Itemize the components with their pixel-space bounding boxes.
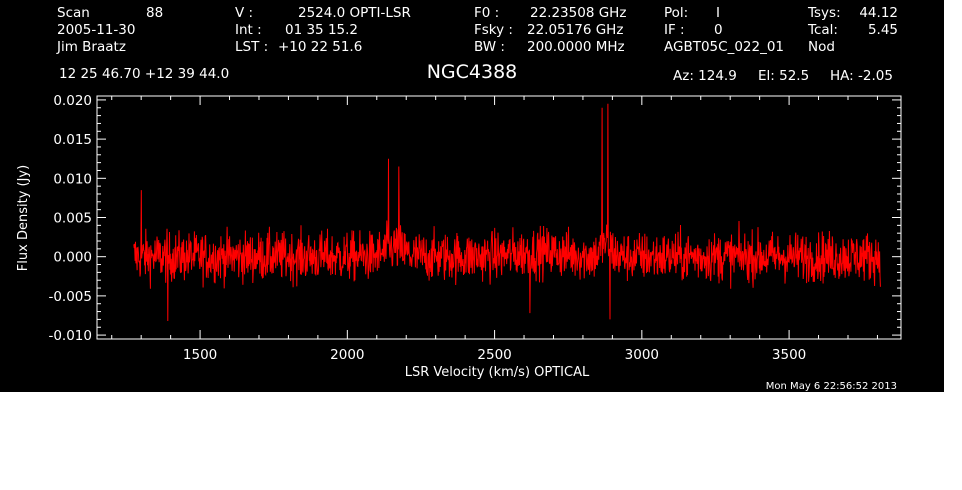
f0-value: 22.23508 GHz <box>530 5 626 21</box>
x-axis: 1500 2000 2500 3000 3500 <box>111 96 878 363</box>
y-tick-label: 0.020 <box>53 93 92 109</box>
y-tick-label: -0.005 <box>48 289 92 305</box>
observer-name: Jim Braatz <box>56 39 126 55</box>
fsky-value: 22.05176 GHz <box>527 22 623 38</box>
tsys-value: 44.12 <box>859 5 898 21</box>
tsys-label: Tsys: <box>807 5 841 21</box>
sky-coordinates: 12 25 46.70 +12 39 44.0 <box>59 66 229 82</box>
x-axis-title: LSR Velocity (km/s) OPTICAL <box>405 365 590 380</box>
x-tick-label: 3500 <box>772 347 806 363</box>
observing-mode: Nod <box>808 39 835 55</box>
scan-label: Scan <box>57 5 90 21</box>
timestamp: Mon May 6 22:56:52 2013 <box>766 381 897 392</box>
bandwidth-value: 200.0000 MHz <box>527 39 625 55</box>
y-tick-label: 0.005 <box>53 211 92 227</box>
fsky-label: Fsky : <box>474 22 513 38</box>
y-tick-label: 0.015 <box>53 132 92 148</box>
lst-label: LST : <box>235 39 268 55</box>
elevation: El: 52.5 <box>758 68 809 84</box>
x-tick-label: 1500 <box>183 347 217 363</box>
y-tick-label: -0.010 <box>48 328 92 344</box>
integration-label: Int : <box>235 22 262 38</box>
bandwidth-label: BW : <box>474 39 505 55</box>
tcal-value: 5.45 <box>868 22 898 38</box>
hour-angle: HA: -2.05 <box>830 68 893 84</box>
y-axis: -0.010 -0.005 0.000 0.005 0.010 0.015 0.020 <box>48 93 901 344</box>
y-tick-label: 0.010 <box>53 171 92 187</box>
y-axis-title: Flux Density (Jy) <box>16 165 31 271</box>
x-tick-label: 2500 <box>477 347 511 363</box>
f0-label: F0 : <box>474 5 499 21</box>
lst-value: +10 22 51.6 <box>278 39 362 55</box>
integration-value: 01 35 15.2 <box>285 22 358 38</box>
azimuth: Az: 124.9 <box>673 68 737 84</box>
project-id: AGBT05C_022_01 <box>664 39 784 55</box>
x-tick-label: 3000 <box>625 347 659 363</box>
plot-panel: Scan 88 2005-11-30 Jim Braatz V : 2524.0… <box>0 0 944 392</box>
pol-label: Pol: <box>664 5 688 21</box>
spectrum-chart: Scan 88 2005-11-30 Jim Braatz V : 2524.0… <box>16 5 902 392</box>
scan-value: 88 <box>146 5 163 21</box>
x-tick-label: 2000 <box>330 347 364 363</box>
pol-value: I <box>716 5 720 21</box>
plot-frame <box>96 95 902 340</box>
observation-date: 2005-11-30 <box>57 22 135 38</box>
spectrum-series-line <box>133 103 881 322</box>
velocity-label: V : <box>235 5 253 21</box>
if-label: IF : <box>664 22 685 38</box>
velocity-value: 2524.0 OPTI-LSR <box>298 5 411 21</box>
tcal-label: Tcal: <box>807 22 838 38</box>
chart-title: NGC4388 <box>427 61 518 83</box>
y-tick-label: 0.000 <box>53 250 92 266</box>
if-value: 0 <box>714 22 723 38</box>
